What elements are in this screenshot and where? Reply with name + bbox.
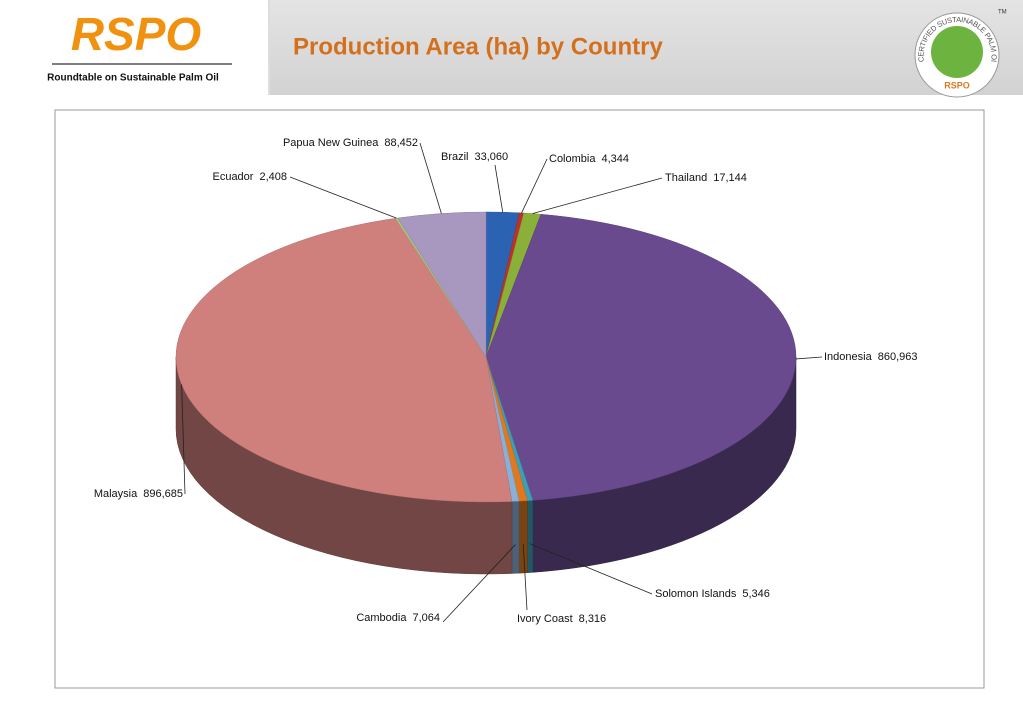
label-value: 8,316 [579,613,607,625]
leader-line [494,164,504,213]
data-label: Thailand 17,144 [665,172,747,184]
data-label: Malaysia 896,685 [94,488,183,500]
data-label: Cambodia 7,064 [356,612,440,624]
label-value: 17,144 [713,172,747,184]
data-label: Solomon Islands 5,346 [655,588,770,600]
slice-side [527,500,534,573]
trademark: TM [998,10,1007,16]
label-value: 860,963 [878,351,918,363]
data-label: Brazil 33,060 [441,151,508,163]
leader-line [529,543,653,595]
logo: RSPO [71,8,202,60]
data-label: Colombia 4,344 [549,153,629,165]
leader-line [522,544,528,611]
label-value: 2,408 [259,171,287,183]
slice [175,218,513,503]
label-category: Ivory Coast [517,613,573,625]
leader-line [181,384,186,495]
data-label: Indonesia 860,963 [824,351,917,363]
label-category: Colombia [549,153,596,165]
badge-palm [931,26,983,78]
leader-line [289,176,397,219]
slice [397,211,487,358]
slice-side [511,500,520,574]
label-category: Solomon Islands [655,588,737,600]
label-value: 896,685 [143,488,183,500]
label-category: Cambodia [356,612,407,624]
label-value: 7,064 [412,612,440,624]
label-value: 33,060 [475,151,509,163]
data-label: Ivory Coast 8,316 [517,613,606,625]
label-value: 88,452 [384,137,418,149]
data-label: Papua New Guinea 88,452 [283,137,418,149]
data-label: Ecuador 2,408 [212,171,287,183]
header-bar [270,0,1023,95]
slice-side [518,500,528,574]
label-category: Brazil [441,151,469,163]
label-value: 5,346 [742,588,770,600]
leader-line [442,544,516,623]
leader-line [419,142,442,214]
label-value: 4,344 [601,153,629,165]
page-title: Production Area (ha) by Country [293,33,663,60]
tagline: Roundtable on Sustainable Palm Oil [47,73,219,84]
leader-line [532,177,663,215]
label-category: Papua New Guinea [283,137,379,149]
label-category: Ecuador [212,171,253,183]
plot: Brazil 33,060 Colombia 4,344 Thailand 17,144 I… [94,137,918,625]
label-category: Indonesia [824,351,873,363]
badge-logo: RSPO [944,80,970,90]
label-category: Thailand [665,172,707,184]
leader-line [795,356,823,360]
leader-line [521,158,548,214]
label-category: Malaysia [94,488,138,500]
